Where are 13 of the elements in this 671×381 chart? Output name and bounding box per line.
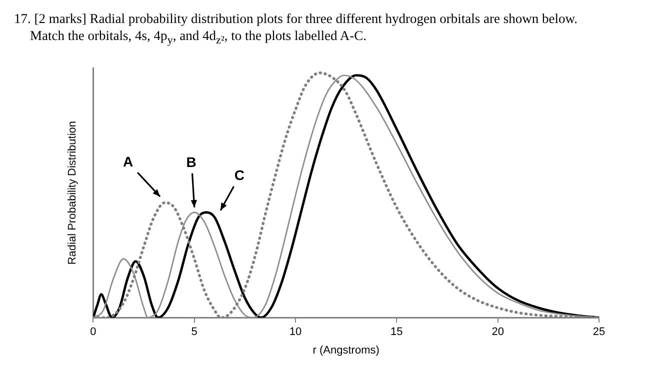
annotation: C	[234, 167, 245, 184]
chart-subtitle: Match the orbitals, 4s, 4p$_{y}$, and 4d$_{z²}$, to the plots labelled A-C.	[29, 27, 368, 49]
x-tick-label: 25	[592, 326, 606, 338]
x-axis-title: r (Angstroms)	[312, 344, 380, 356]
x-tick-label: 0	[90, 326, 96, 338]
annotation: A	[122, 153, 134, 170]
y-axis-title: Radial Probability Distribution	[66, 120, 79, 265]
chart-title: 17. [2 marks] Radial probability distribution plots for three different hydrogen orbitals are shown below.	[14, 10, 578, 27]
x-tick-label: 20	[492, 326, 504, 338]
x-tick-label: 15	[390, 326, 403, 338]
x-tick-label: 10	[289, 326, 302, 338]
x-tick-label: 5	[191, 326, 198, 338]
annotation: B	[186, 154, 196, 170]
